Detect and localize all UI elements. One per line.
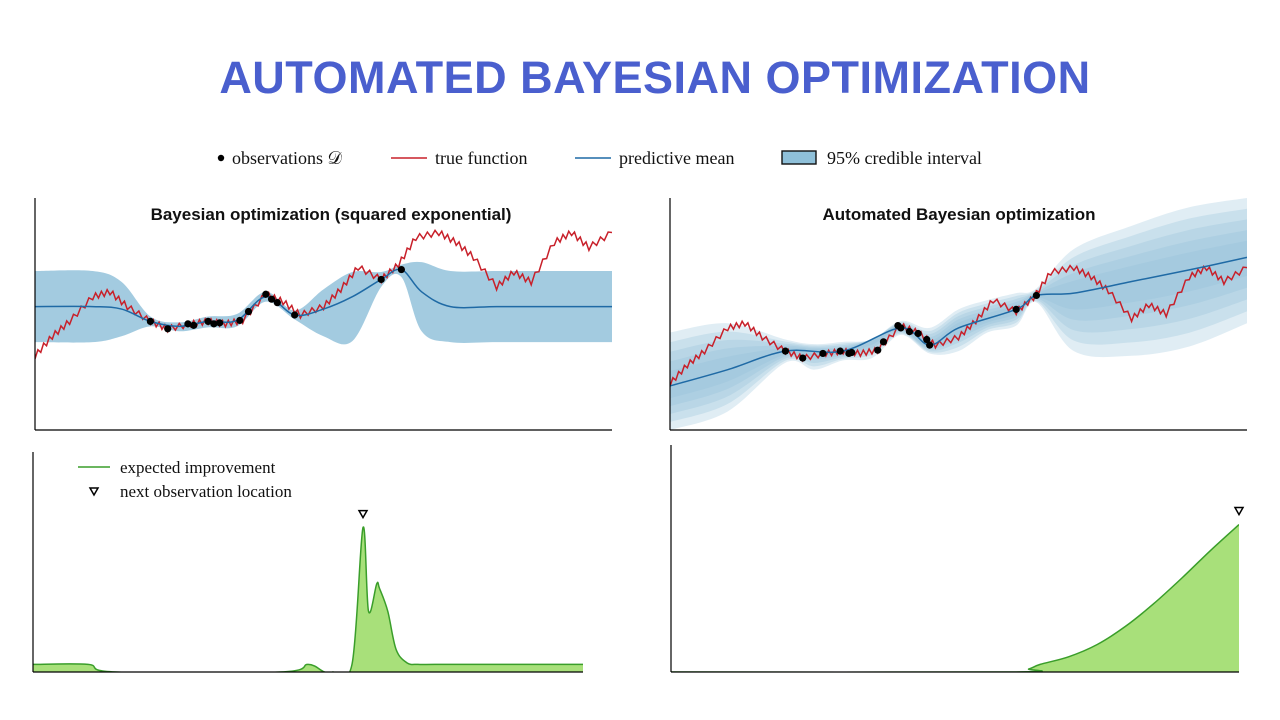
legend-next-observation-marker bbox=[88, 487, 100, 497]
panel-top-left: Bayesian optimization (squared exponenti… bbox=[34, 198, 612, 431]
observation-point bbox=[146, 317, 154, 326]
observation-point bbox=[836, 347, 844, 355]
observation-point bbox=[377, 275, 385, 284]
observation-point bbox=[397, 265, 405, 274]
expected-improvement-area bbox=[33, 527, 583, 672]
expected-improvement-area bbox=[671, 524, 1239, 672]
panel-top-right: Automated Bayesian optimization bbox=[669, 198, 1247, 431]
credible-interval-band bbox=[670, 198, 1247, 430]
observation-point bbox=[799, 354, 807, 362]
legend-observation-marker bbox=[217, 154, 225, 162]
observation-point bbox=[273, 299, 281, 307]
observation-point bbox=[905, 328, 914, 336]
panel-title-top-left: Bayesian optimization (squared exponenti… bbox=[151, 205, 512, 224]
observation-point bbox=[216, 319, 224, 327]
legend-next-observation-label: next observation location bbox=[120, 482, 292, 501]
legend-top: observations 𝒟 true function predictive … bbox=[217, 148, 982, 168]
observation-point bbox=[848, 348, 856, 357]
observation-point bbox=[204, 317, 212, 326]
observation-point bbox=[874, 346, 882, 354]
credible-interval-band bbox=[670, 240, 1247, 399]
legend-credible-interval-swatch bbox=[781, 150, 817, 165]
panel-bottom-left: expected improvement next observation lo… bbox=[32, 452, 583, 673]
observation-point bbox=[236, 316, 244, 325]
observation-point bbox=[923, 335, 931, 344]
panel-title-top-right: Automated Bayesian optimization bbox=[823, 205, 1096, 224]
observation-point bbox=[291, 311, 299, 319]
observation-point bbox=[184, 320, 192, 328]
observation-point bbox=[879, 338, 888, 346]
observation-point bbox=[210, 320, 218, 328]
legend-expected-improvement-label: expected improvement bbox=[120, 458, 276, 477]
observation-point bbox=[914, 329, 922, 338]
expected-improvement-line bbox=[671, 524, 1239, 672]
expected-improvement-line bbox=[33, 526, 583, 672]
credible-interval-band bbox=[670, 208, 1247, 423]
next-observation-marker bbox=[357, 509, 369, 520]
legend-true-function-label: true function bbox=[435, 148, 527, 168]
legend-observations-label: observations 𝒟 bbox=[232, 148, 342, 168]
next-observation-marker bbox=[1233, 506, 1245, 517]
legend-bottom: expected improvement next observation lo… bbox=[78, 458, 292, 501]
credible-interval-band bbox=[670, 230, 1247, 407]
observation-point bbox=[819, 349, 827, 358]
observation-point bbox=[781, 347, 790, 355]
observation-point bbox=[926, 341, 934, 349]
observation-point bbox=[897, 324, 905, 332]
legend-credible-interval-label: 95% credible interval bbox=[827, 148, 982, 168]
observation-point bbox=[1032, 291, 1040, 300]
legend-predictive-mean-label: predictive mean bbox=[619, 148, 734, 168]
observation-point bbox=[262, 290, 270, 298]
true-function-line bbox=[670, 264, 1247, 387]
observation-point bbox=[244, 307, 253, 316]
credible-interval-band bbox=[670, 219, 1247, 415]
observation-point bbox=[164, 325, 172, 333]
observation-point bbox=[267, 295, 276, 303]
page-title: AUTOMATED BAYESIAN OPTIMIZATION bbox=[219, 52, 1091, 103]
panel-bottom-right bbox=[670, 445, 1245, 673]
observation-point bbox=[190, 321, 198, 329]
observation-point bbox=[1012, 305, 1020, 313]
